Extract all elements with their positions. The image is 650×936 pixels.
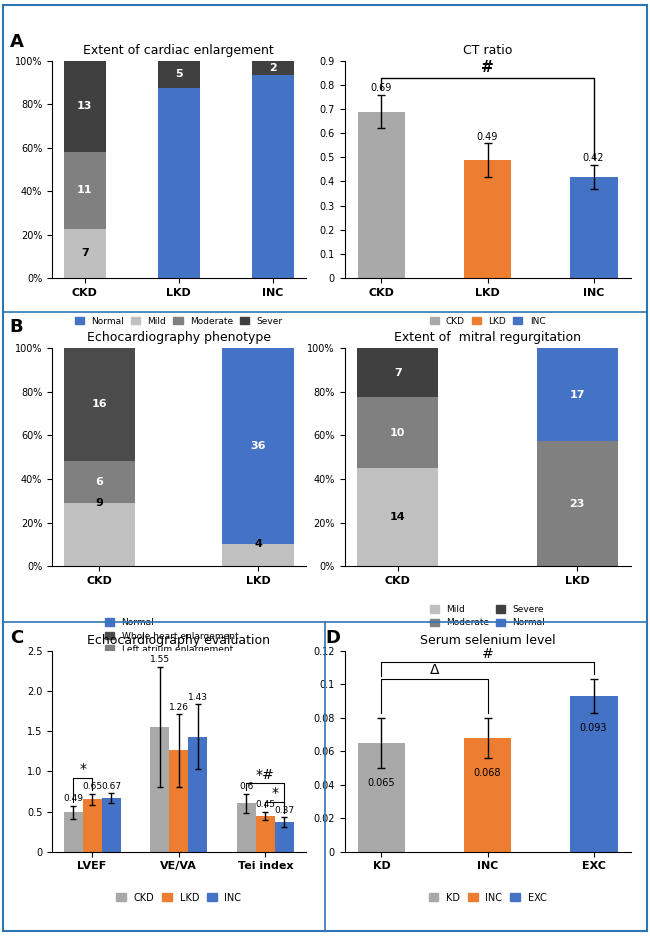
Text: 0.068: 0.068 (474, 768, 501, 778)
Text: #: # (481, 60, 494, 75)
Legend: KD, INC, EXC: KD, INC, EXC (424, 889, 551, 907)
Bar (222, 545, 294, 566)
Bar (463, 160, 512, 278)
Legend: CKD, LKD, INC: CKD, LKD, INC (112, 889, 245, 907)
Text: 0.37: 0.37 (274, 806, 294, 814)
Bar (570, 177, 617, 278)
Bar (358, 111, 405, 278)
Text: 0.42: 0.42 (583, 154, 605, 164)
Bar (275, 822, 294, 852)
Text: 0.45: 0.45 (255, 800, 276, 809)
Title: Extent of cardiac enlargement: Extent of cardiac enlargement (83, 44, 274, 57)
Bar (188, 737, 207, 852)
Text: C: C (10, 629, 23, 647)
Text: 6: 6 (96, 476, 103, 487)
Text: 10: 10 (390, 428, 406, 438)
Text: 17: 17 (569, 389, 585, 400)
Bar (570, 695, 617, 852)
Bar (537, 348, 618, 441)
Legend: Mild, Moderate, Severe, Normal: Mild, Moderate, Severe, Normal (426, 601, 549, 631)
Text: 14: 14 (390, 512, 406, 522)
Bar (358, 348, 438, 398)
Text: B: B (10, 318, 23, 336)
Legend: Normal, Mild, Moderate, Sever: Normal, Mild, Moderate, Sever (72, 313, 286, 329)
Text: 11: 11 (77, 185, 92, 196)
Title: Serum selenium level: Serum selenium level (420, 634, 555, 647)
Bar (157, 61, 200, 88)
Text: 1.26: 1.26 (169, 703, 188, 711)
Legend: Normal, Whole heart enlargement, Left atrium enlargement, Left ventricular enlar: Normal, Whole heart enlargement, Left at… (101, 614, 256, 671)
Bar (64, 61, 106, 152)
Text: 0.49: 0.49 (63, 795, 83, 803)
Text: 9: 9 (96, 498, 103, 508)
Text: 2: 2 (269, 63, 277, 73)
Bar (64, 152, 106, 229)
Bar (169, 751, 188, 852)
Bar (64, 348, 135, 461)
Bar (64, 229, 106, 278)
Text: 0.093: 0.093 (580, 723, 607, 733)
Text: 1.43: 1.43 (188, 693, 208, 702)
Bar (64, 812, 83, 852)
Title: Extent of  mitral regurgitation: Extent of mitral regurgitation (394, 331, 581, 344)
Legend: CKD, LKD, INC: CKD, LKD, INC (426, 313, 549, 329)
Text: 0.065: 0.065 (367, 778, 395, 788)
Text: 0.67: 0.67 (101, 782, 122, 791)
Bar (237, 803, 256, 852)
Title: Echocardiography phenotype: Echocardiography phenotype (86, 331, 271, 344)
Bar (252, 61, 294, 75)
Text: 36: 36 (250, 442, 266, 451)
Bar (222, 348, 294, 545)
Bar (64, 461, 135, 503)
Text: 35: 35 (171, 0, 187, 7)
Bar (463, 738, 512, 852)
Text: Δ: Δ (430, 664, 439, 678)
Bar (358, 468, 438, 566)
Text: 0.6: 0.6 (239, 782, 254, 792)
Title: Echocardiography evaluation: Echocardiography evaluation (87, 634, 270, 647)
Bar (537, 441, 618, 566)
Text: 13: 13 (77, 101, 92, 111)
Bar (358, 743, 405, 852)
Text: D: D (325, 629, 340, 647)
Bar (150, 727, 169, 852)
Bar (358, 398, 438, 468)
Text: #: # (482, 647, 493, 661)
Text: 16: 16 (92, 400, 107, 409)
Text: *: * (272, 786, 278, 800)
Bar (64, 503, 135, 566)
Text: 23: 23 (569, 499, 585, 508)
Bar (157, 88, 200, 278)
Text: 5: 5 (175, 69, 183, 80)
Text: A: A (10, 33, 23, 51)
Text: *: * (79, 762, 86, 776)
Text: 0.65: 0.65 (82, 782, 102, 792)
Text: 0.49: 0.49 (477, 132, 498, 141)
Text: 7: 7 (394, 368, 402, 378)
Bar (256, 815, 275, 852)
Bar (252, 75, 294, 278)
Text: 1.55: 1.55 (150, 655, 170, 665)
Text: 0.69: 0.69 (370, 83, 392, 94)
Bar (83, 799, 101, 852)
Bar (101, 797, 121, 852)
Text: 4: 4 (254, 539, 262, 549)
Text: *#: *# (256, 768, 275, 782)
Text: 7: 7 (81, 248, 88, 258)
Title: CT ratio: CT ratio (463, 44, 512, 57)
